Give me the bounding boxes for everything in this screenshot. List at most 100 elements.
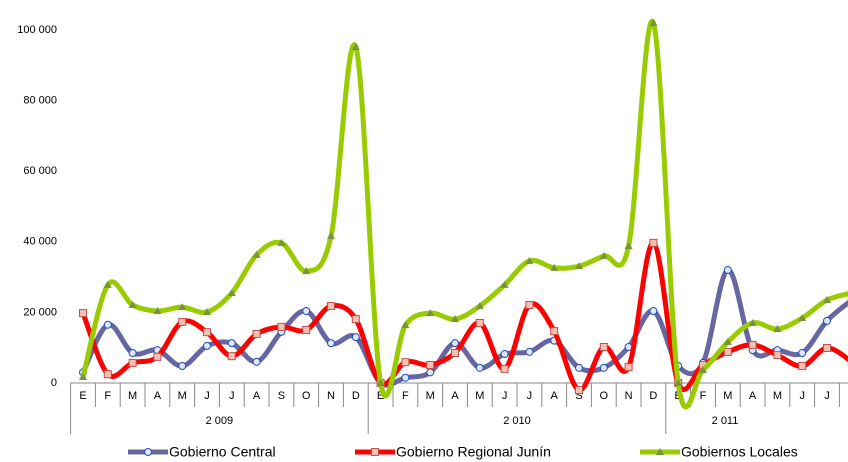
x-tick-label: A <box>451 390 459 402</box>
marker <box>773 351 782 360</box>
marker <box>550 263 559 271</box>
marker <box>500 364 509 373</box>
marker <box>798 362 807 371</box>
marker <box>723 347 732 356</box>
year-label: 2 009 <box>206 415 234 427</box>
x-tick-label: O <box>600 390 609 402</box>
marker <box>103 320 112 329</box>
marker <box>153 306 162 314</box>
marker <box>128 358 137 367</box>
marker <box>227 352 236 361</box>
x-tick-label: N <box>327 390 335 402</box>
x-tick-label: M <box>178 390 187 402</box>
marker <box>451 315 459 323</box>
marker <box>178 362 187 371</box>
marker <box>252 250 261 258</box>
marker <box>327 232 335 240</box>
x-tick-label: M <box>475 390 484 402</box>
marker <box>823 316 831 325</box>
x-tick-label: J <box>799 390 805 402</box>
marker <box>351 333 360 342</box>
legend-label: Gobiernos Locales <box>681 444 798 460</box>
marker <box>823 296 831 304</box>
marker <box>128 348 137 357</box>
marker <box>203 341 211 350</box>
marker <box>451 339 459 348</box>
marker <box>475 318 484 327</box>
marker <box>252 357 261 366</box>
x-tick-label: J <box>502 390 508 402</box>
x-tick-label: S <box>278 390 285 402</box>
year-label: 2 010 <box>503 415 531 427</box>
marker <box>401 358 410 367</box>
y-tick-label: 40 000 <box>23 236 57 248</box>
marker <box>575 262 583 270</box>
x-tick-label: N <box>625 390 633 402</box>
marker <box>599 251 608 259</box>
x-tick-label: F <box>402 390 409 402</box>
x-tick-label: D <box>352 390 360 402</box>
marker <box>723 266 732 275</box>
marker <box>599 342 608 351</box>
marker <box>451 348 459 357</box>
marker <box>79 309 87 318</box>
marker <box>624 363 633 372</box>
marker <box>227 339 236 348</box>
marker <box>351 315 360 324</box>
marker <box>327 302 335 311</box>
x-tick-label: E <box>377 390 384 402</box>
x-tick-label: S <box>575 390 582 402</box>
marker <box>302 267 311 275</box>
marker <box>525 300 534 309</box>
marker <box>302 326 311 335</box>
marker <box>327 339 335 348</box>
marker <box>674 379 683 386</box>
marker <box>798 314 807 322</box>
marker <box>401 321 410 329</box>
marker <box>227 288 236 296</box>
x-tick-label: M <box>723 390 732 402</box>
x-tick-label: J <box>527 390 533 402</box>
legend-label: Gobierno Central <box>169 444 276 460</box>
marker <box>376 379 385 386</box>
marker <box>153 352 162 361</box>
x-tick-label: J <box>229 390 235 402</box>
x-tick-label: A <box>551 390 559 402</box>
x-tick-label: A <box>253 390 261 402</box>
x-tick-label: M <box>426 390 435 402</box>
y-tick-label: 80 000 <box>23 95 57 107</box>
marker <box>426 368 435 377</box>
y-tick-label: 20 000 <box>23 306 57 318</box>
x-tick-label: A <box>154 390 162 402</box>
marker <box>128 300 137 308</box>
marker <box>500 350 509 359</box>
x-tick-label: M <box>128 390 137 402</box>
marker <box>699 365 707 373</box>
x-tick-label: J <box>824 390 830 402</box>
marker <box>823 344 831 353</box>
marker <box>277 238 286 246</box>
marker <box>475 363 484 372</box>
legend-marker <box>144 448 152 456</box>
marker <box>203 328 211 337</box>
legend-marker <box>656 448 664 455</box>
x-tick-label: F <box>104 390 111 402</box>
marker <box>252 329 261 338</box>
legend-label: Gobierno Regional Junín <box>396 444 551 460</box>
marker <box>351 42 360 50</box>
marker <box>624 242 633 250</box>
marker <box>599 363 608 372</box>
marker <box>79 372 87 380</box>
year-label: 2 011 <box>712 415 739 427</box>
marker <box>178 303 187 311</box>
y-tick-label: 0 <box>51 377 57 389</box>
marker <box>203 308 211 316</box>
y-tick-label: 60 000 <box>23 165 57 177</box>
x-tick-label: J <box>204 390 210 402</box>
marker <box>426 309 435 317</box>
marker <box>649 18 658 26</box>
x-tick-label: A <box>749 390 757 402</box>
marker <box>103 280 112 288</box>
marker <box>277 322 286 331</box>
